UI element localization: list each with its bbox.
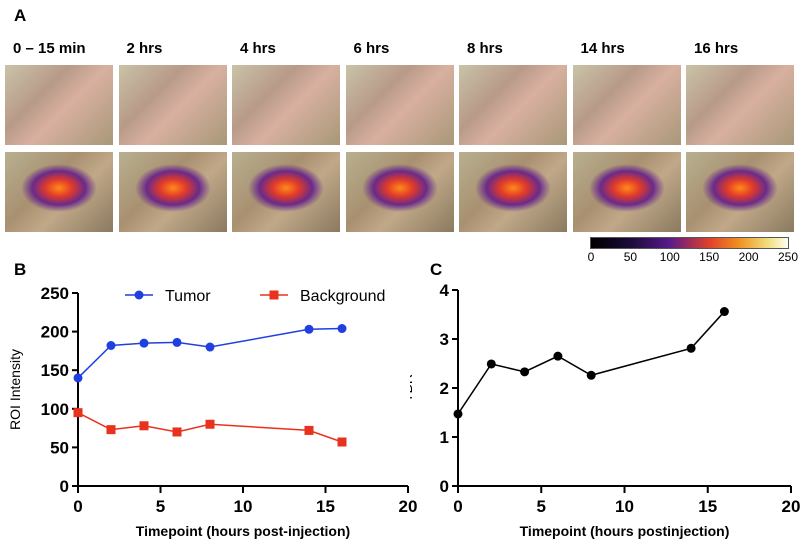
timepoint-label: 4 hrs: [240, 40, 276, 57]
data-point: [553, 351, 563, 361]
x-tick-label: 20: [399, 497, 418, 516]
data-point: [686, 343, 696, 353]
fluorescence-image: [686, 152, 794, 232]
data-point: [106, 340, 116, 350]
white-light-image: [572, 65, 681, 145]
x-tick-label: 10: [615, 497, 634, 516]
white-light-image: [118, 65, 227, 145]
data-point: [586, 370, 596, 380]
data-point: [139, 338, 149, 348]
data-point: [304, 425, 314, 435]
y-tick-label: 1: [440, 428, 449, 447]
y-tick-label: 50: [50, 438, 69, 457]
data-point: [205, 419, 215, 429]
timepoint-label: 0 – 15 min: [13, 40, 86, 57]
timepoint-label: 2 hrs: [126, 40, 163, 57]
y-tick-label: 2: [440, 379, 449, 398]
data-point: [73, 408, 83, 418]
legend-marker: [134, 290, 144, 300]
chart-c: 0 1 2 3 4 0 5 10 15 20 Timepoint (hours postinject…: [410, 281, 801, 539]
data-point: [486, 359, 496, 369]
timepoint-label: 14 hrs: [580, 40, 625, 57]
white-light-image: [232, 65, 340, 145]
y-tick-label: 150: [41, 361, 69, 380]
y-tick-label: 0: [60, 477, 69, 496]
x-tick-label: 0: [453, 497, 462, 516]
y-axis-label: ROI Intensity: [7, 349, 23, 430]
data-point: [453, 409, 463, 419]
fluorescence-image: [459, 152, 567, 232]
data-point: [139, 421, 149, 431]
data-point: [719, 307, 729, 317]
series-line: [77, 327, 343, 379]
timepoint-label: 16 hrs: [694, 40, 739, 57]
fluorescence-image: [345, 152, 454, 232]
fluorescence-image: [232, 152, 340, 232]
colorbar-tick: 200: [738, 250, 759, 264]
white-light-image: [459, 65, 567, 145]
x-tick-label: 0: [73, 497, 82, 516]
colorbar: [590, 237, 789, 249]
data-point: [337, 324, 347, 334]
chart-b: 0 50 100 150 200 250 0 5 10 15 20 Timepoint (hours …: [7, 284, 418, 539]
fluorescence-image: [572, 152, 681, 232]
x-axis-label: Timepoint (hours post-injection): [136, 523, 350, 539]
colorbar-tick: 250: [777, 250, 799, 264]
x-tick-label: 5: [156, 497, 165, 516]
timepoint-label: 6 hrs: [353, 40, 390, 57]
panel-label-b: B: [14, 260, 27, 279]
y-tick-label: 4: [440, 281, 450, 300]
data-point: [304, 324, 314, 334]
series-line: [457, 311, 725, 415]
x-tick-label: 5: [537, 497, 546, 516]
data-point: [172, 337, 182, 347]
data-point: [106, 425, 116, 435]
timepoint-label: 8 hrs: [467, 40, 503, 57]
fluorescence-image: [5, 152, 113, 232]
data-point: [205, 342, 215, 352]
colorbar-tick: 150: [699, 250, 720, 264]
y-axis-label: TBR: [410, 374, 415, 402]
y-tick-label: 3: [440, 330, 449, 349]
panel-label-a: A: [14, 6, 27, 25]
fluorescence-image: [118, 152, 227, 232]
data-point: [172, 427, 182, 437]
x-tick-label: 10: [234, 497, 253, 516]
data-point: [520, 367, 530, 377]
white-light-image: [345, 65, 454, 145]
x-tick-label: 15: [316, 497, 335, 516]
data-point: [73, 373, 83, 383]
legend-label: Tumor: [165, 288, 211, 305]
x-tick-label: 20: [782, 497, 801, 516]
y-tick-label: 200: [41, 323, 69, 342]
y-tick-label: 100: [41, 400, 69, 419]
colorbar-tick: 100: [659, 250, 680, 264]
x-tick-label: 15: [698, 497, 717, 516]
panel-label-c: C: [430, 260, 443, 279]
y-tick-label: 0: [440, 477, 449, 496]
data-point: [337, 437, 347, 447]
white-light-image: [686, 65, 794, 145]
y-tick-label: 250: [41, 284, 69, 303]
legend-marker: [269, 290, 279, 300]
colorbar-tick: 0: [587, 250, 595, 264]
colorbar-tick: 50: [623, 250, 638, 264]
x-axis-label: Timepoint (hours postinjection): [520, 523, 730, 539]
legend-label: Background: [300, 288, 385, 305]
white-light-image: [5, 65, 113, 145]
